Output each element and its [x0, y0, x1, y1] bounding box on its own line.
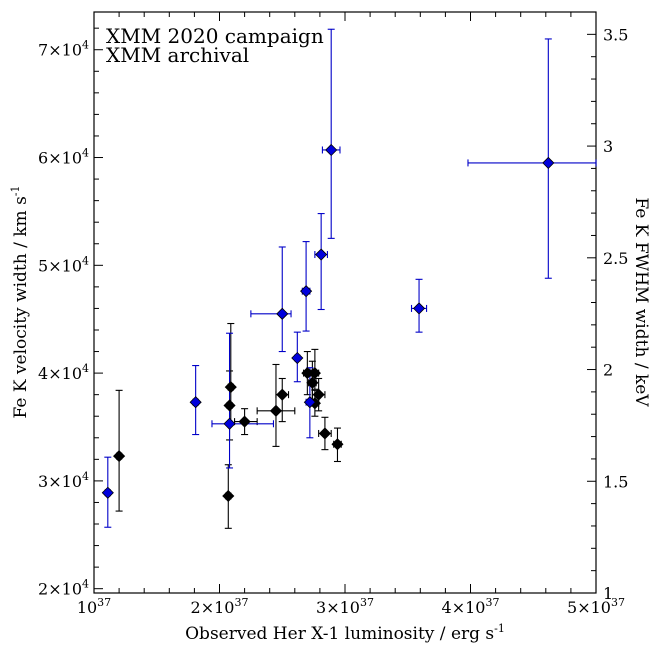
axis-ticks: [93, 11, 597, 594]
data-point-campaign: [238, 415, 251, 428]
data-point-campaign: [113, 450, 126, 463]
y-tick-label: 5×104: [38, 254, 89, 275]
x-tick-label: 1037: [77, 596, 111, 617]
data-point-archival: [325, 143, 338, 157]
y-tick-label: 2×104: [38, 578, 89, 599]
x-tick-label: 2×1037: [191, 596, 249, 617]
data-markers: [101, 143, 555, 503]
errorbar-archival: [467, 38, 597, 279]
x-axis-label: Observed Her X-1 luminosity / erg s-1: [185, 622, 505, 644]
legend-entry-campaign: XMM 2020 campaign: [106, 24, 324, 48]
data-point-archival: [412, 302, 426, 315]
data-point-archival: [315, 248, 328, 261]
y2-tick-label: 3: [603, 137, 613, 156]
x-tick-label: 3×1037: [316, 596, 374, 617]
data-point-archival: [276, 307, 289, 320]
data-point-archival: [542, 156, 555, 169]
errorbar-archival: [321, 28, 341, 239]
data-point-campaign: [318, 427, 331, 440]
data-point-campaign: [269, 404, 283, 417]
data-point-campaign: [306, 376, 319, 389]
tick-labels: 1037 2×1037 3×1037 4×1037 5×1037 2×104 3×104 4×…: [38, 25, 628, 617]
errorbar-archival: [250, 246, 292, 353]
data-point-campaign: [222, 489, 235, 503]
y-axis-label: Fe K velocity width / km s-1: [9, 185, 31, 418]
y2-tick-label: 2.5: [603, 249, 628, 268]
data-point-campaign: [331, 438, 344, 451]
data-point-campaign: [312, 388, 325, 401]
error-bars: [104, 28, 597, 529]
y2-axis-label: Fe K FWHM width / keV: [631, 197, 651, 407]
data-point-archival: [300, 285, 313, 298]
y-tick-label: 3×104: [38, 470, 89, 491]
data-point-campaign: [308, 367, 321, 380]
data-point-campaign: [223, 399, 236, 412]
x-tick-label: 5×1037: [567, 596, 625, 617]
data-point-archival: [291, 351, 304, 365]
y2-tick-label: 3.5: [603, 25, 628, 44]
data-point-campaign: [276, 388, 289, 401]
legend-entry-archival: XMM archival: [106, 43, 249, 67]
data-point-archival: [101, 486, 114, 499]
y-tick-label: 7×104: [38, 39, 89, 60]
y2-tick-label: 1: [603, 584, 613, 603]
plot-frame: [93, 11, 597, 594]
x-tick-label: 4×1037: [442, 596, 500, 617]
y-tick-label: 6×104: [38, 147, 89, 168]
y2-tick-label: 2: [603, 361, 613, 380]
errorbar-archival: [314, 213, 328, 311]
data-point-campaign: [224, 381, 237, 394]
data-point-archival: [303, 396, 316, 409]
data-point-archival: [223, 417, 236, 430]
data-point-archival: [189, 396, 202, 409]
y2-tick-label: 1.5: [603, 472, 628, 491]
y-tick-label: 4×104: [38, 362, 89, 383]
errorbar-archival: [211, 332, 275, 469]
